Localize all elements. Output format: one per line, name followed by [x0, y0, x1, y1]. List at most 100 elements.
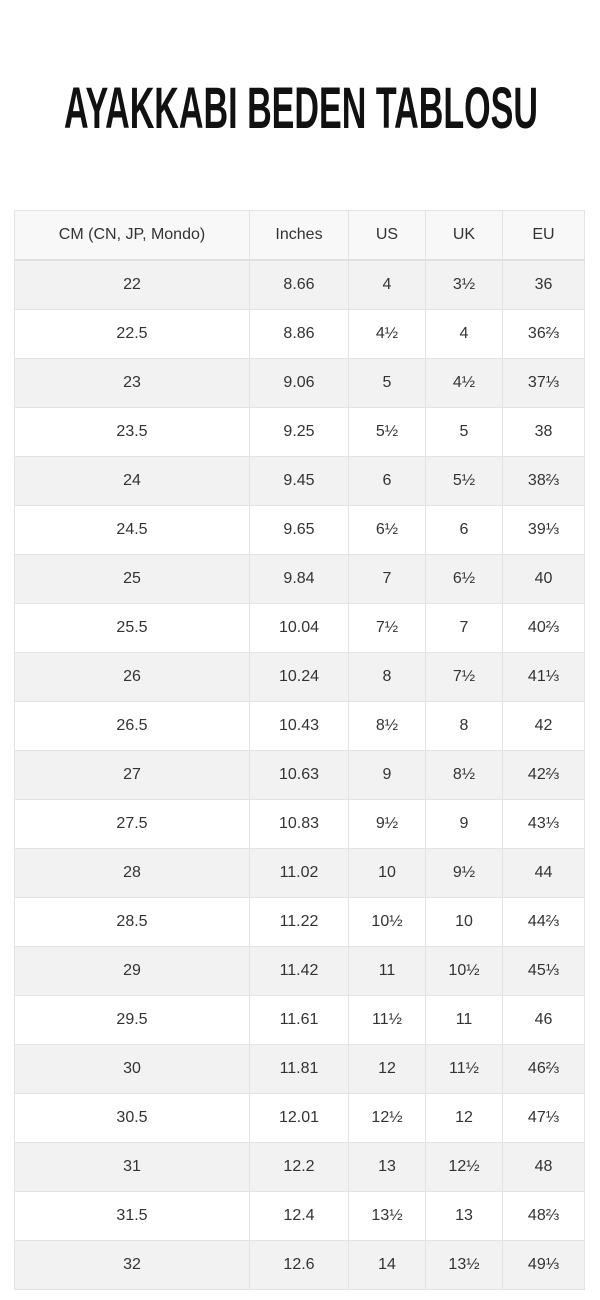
- table-cell: 10.04: [249, 603, 349, 653]
- table-cell: 7½: [348, 603, 426, 653]
- table-cell: 27.5: [14, 799, 250, 849]
- column-header: US: [348, 210, 426, 261]
- table-cell: 12: [425, 1093, 503, 1143]
- table-cell: 11½: [425, 1044, 503, 1094]
- table-cell: 5: [348, 358, 426, 408]
- table-cell: 9.45: [249, 456, 349, 506]
- table-cell: 13: [348, 1142, 426, 1192]
- table-row: 29 11.42 11 10½ 45⅓: [14, 946, 585, 996]
- table-cell: 11.02: [249, 848, 349, 898]
- table-cell: 40: [502, 554, 585, 604]
- table-cell: 43⅓: [502, 799, 585, 849]
- table-row: 25.5 10.04 7½ 7 40⅔: [14, 603, 585, 653]
- table-cell: 26.5: [14, 701, 250, 751]
- table-cell: 11½: [348, 995, 426, 1045]
- column-header: UK: [425, 210, 503, 261]
- table-cell: 7½: [425, 652, 503, 702]
- table-cell: 29.5: [14, 995, 250, 1045]
- table-cell: 5½: [425, 456, 503, 506]
- table-row: 30 11.81 12 11½ 46⅔: [14, 1044, 585, 1094]
- table-cell: 32: [14, 1240, 250, 1290]
- table-cell: 9: [348, 750, 426, 800]
- table-cell: 12: [348, 1044, 426, 1094]
- table-cell: 5½: [348, 407, 426, 457]
- table-cell: 9.65: [249, 505, 349, 555]
- table-cell: 38: [502, 407, 585, 457]
- table-row: 31 12.2 13 12½ 48: [14, 1142, 585, 1192]
- table-cell: 46⅔: [502, 1044, 585, 1094]
- column-header: EU: [502, 210, 585, 261]
- table-row: 32 12.6 14 13½ 49⅓: [14, 1240, 585, 1290]
- table-row: 28.5 11.22 10½ 10 44⅔: [14, 897, 585, 947]
- table-cell: 11.22: [249, 897, 349, 947]
- table-cell: 26: [14, 652, 250, 702]
- table-cell: 44⅔: [502, 897, 585, 947]
- table-cell: 36⅔: [502, 309, 585, 359]
- table-cell: 25: [14, 554, 250, 604]
- table-cell: 24: [14, 456, 250, 506]
- size-table: CM (CN, JP, Mondo) Inches US UK EU 22 8.66 4 3½…: [14, 210, 585, 1290]
- table-cell: 6½: [425, 554, 503, 604]
- table-cell: 12½: [348, 1093, 426, 1143]
- table-cell: 46: [502, 995, 585, 1045]
- table-cell: 10.63: [249, 750, 349, 800]
- table-cell: 13: [425, 1191, 503, 1241]
- table-cell: 4½: [425, 358, 503, 408]
- table-cell: 11: [348, 946, 426, 996]
- table-cell: 38⅔: [502, 456, 585, 506]
- table-cell: 36: [502, 259, 585, 310]
- table-row: 23 9.06 5 4½ 37⅓: [14, 358, 585, 408]
- table-row: 26.5 10.43 8½ 8 42: [14, 701, 585, 751]
- table-cell: 28: [14, 848, 250, 898]
- table-cell: 12½: [425, 1142, 503, 1192]
- table-cell: 12.2: [249, 1142, 349, 1192]
- table-row: 28 11.02 10 9½ 44: [14, 848, 585, 898]
- table-cell: 6: [348, 456, 426, 506]
- table-cell: 48: [502, 1142, 585, 1192]
- table-cell: 48⅔: [502, 1191, 585, 1241]
- table-cell: 11.61: [249, 995, 349, 1045]
- table-cell: 8.66: [249, 259, 349, 310]
- table-cell: 4: [425, 309, 503, 359]
- table-cell: 9.84: [249, 554, 349, 604]
- table-cell: 30.5: [14, 1093, 250, 1143]
- table-cell: 4½: [348, 309, 426, 359]
- table-cell: 31: [14, 1142, 250, 1192]
- table-cell: 9.06: [249, 358, 349, 408]
- table-cell: 11.81: [249, 1044, 349, 1094]
- header-row: CM (CN, JP, Mondo) Inches US UK EU: [14, 210, 585, 261]
- table-cell: 25.5: [14, 603, 250, 653]
- table-cell: 30: [14, 1044, 250, 1094]
- table-cell: 9½: [425, 848, 503, 898]
- table-cell: 8: [425, 701, 503, 751]
- table-row: 26 10.24 8 7½ 41⅓: [14, 652, 585, 702]
- column-header: CM (CN, JP, Mondo): [14, 210, 250, 261]
- table-cell: 7: [425, 603, 503, 653]
- table-cell: 12.4: [249, 1191, 349, 1241]
- table-cell: 44: [502, 848, 585, 898]
- table-cell: 9½: [348, 799, 426, 849]
- table-cell: 12.6: [249, 1240, 349, 1290]
- table-cell: 3½: [425, 259, 503, 310]
- table-cell: 28.5: [14, 897, 250, 947]
- page-title: AYAKKABI BEDEN TABLOSU: [64, 76, 538, 141]
- table-cell: 4: [348, 259, 426, 310]
- table-row: 31.5 12.4 13½ 13 48⅔: [14, 1191, 585, 1241]
- table-cell: 10½: [425, 946, 503, 996]
- table-cell: 11.42: [249, 946, 349, 996]
- table-cell: 22: [14, 259, 250, 310]
- table-cell: 47⅓: [502, 1093, 585, 1143]
- table-row: 23.5 9.25 5½ 5 38: [14, 407, 585, 457]
- table-cell: 22.5: [14, 309, 250, 359]
- table-row: 25 9.84 7 6½ 40: [14, 554, 585, 604]
- table-cell: 6½: [348, 505, 426, 555]
- table-row: 22 8.66 4 3½ 36: [14, 259, 585, 310]
- table-cell: 40⅔: [502, 603, 585, 653]
- table-row: 27 10.63 9 8½ 42⅔: [14, 750, 585, 800]
- table-cell: 8: [348, 652, 426, 702]
- table-cell: 11: [425, 995, 503, 1045]
- table-cell: 6: [425, 505, 503, 555]
- table-cell: 14: [348, 1240, 426, 1290]
- table-cell: 23.5: [14, 407, 250, 457]
